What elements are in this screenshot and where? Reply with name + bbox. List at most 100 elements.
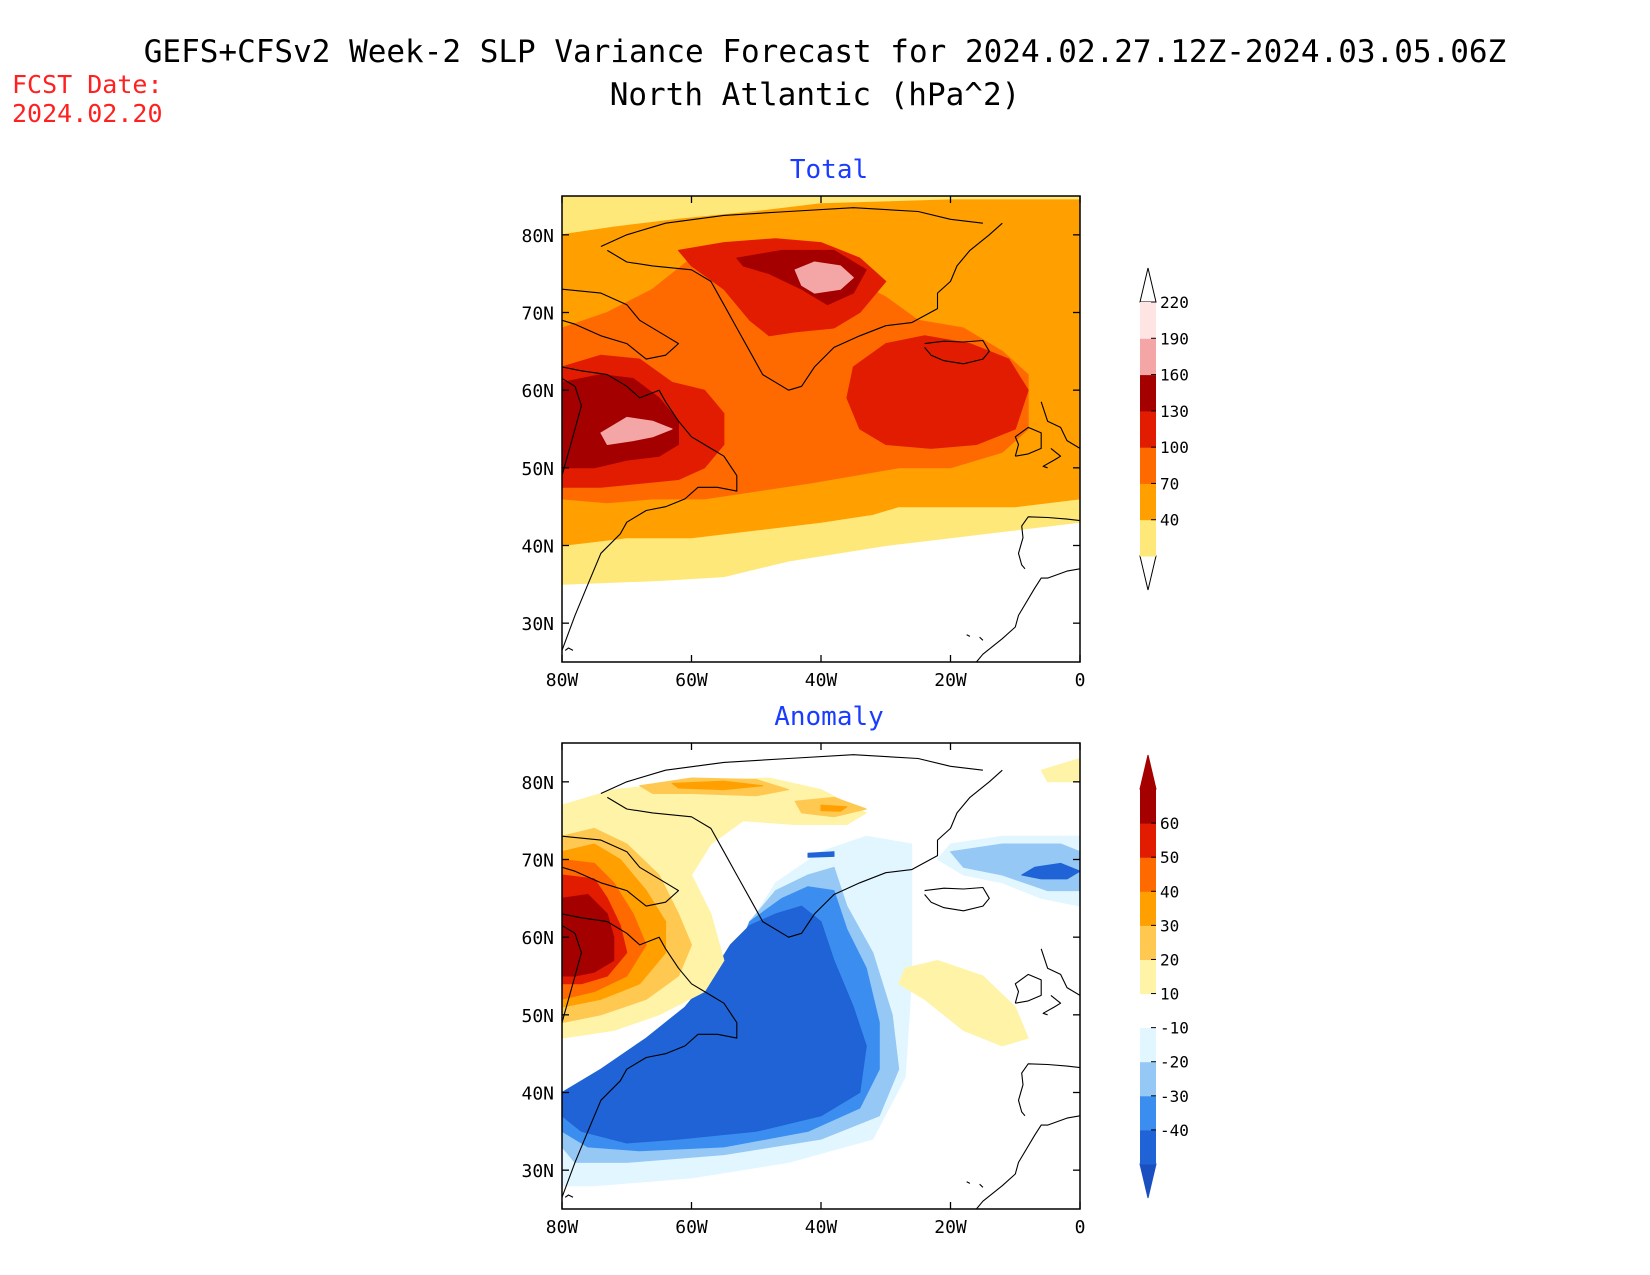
coastline-segment — [1017, 516, 1080, 570]
total-contour-190-region — [794, 261, 854, 294]
total-colorbar-swatch — [1140, 374, 1156, 412]
total-colorbar-label: 130 — [1160, 402, 1189, 421]
anomaly-colorbar-label: -40 — [1160, 1121, 1189, 1140]
lat-tick-label: 60N — [521, 928, 554, 949]
total-colorbar-swatch — [1140, 410, 1156, 448]
lon-tick-label: 40W — [805, 670, 838, 691]
anomaly-contour-10-region — [1040, 758, 1080, 783]
lon-tick-label: 0 — [1075, 1217, 1086, 1238]
anomaly-contour-neg40-region — [807, 851, 835, 858]
anomaly-coastlines — [562, 754, 1080, 1209]
coastline-segment — [966, 634, 971, 637]
anomaly-colorbar-label: 60 — [1160, 814, 1179, 833]
anomaly-colorbar-swatch — [1140, 925, 1156, 960]
total-contour-130-region — [846, 335, 1029, 449]
total-colorbar-high-triangle — [1139, 267, 1157, 303]
coastline-segment — [979, 636, 984, 641]
total-map-panel: Total 30N 40N 50N 60N 70N 80N 80W 60W 40W 20W 0 4… — [521, 155, 1188, 691]
total-colorbar: 40 70 100 130 160 190 220 — [1139, 267, 1189, 591]
anomaly-colorbar-swatch — [1140, 823, 1156, 858]
anomaly-colorbar-swatch — [1140, 891, 1156, 926]
anomaly-colorbar-swatch — [1140, 789, 1156, 824]
coastline-segment — [1040, 401, 1080, 449]
lat-tick-label: 50N — [521, 459, 554, 480]
anomaly-lat-axis: 30N 40N 50N 60N 70N 80N — [521, 773, 1080, 1182]
anomaly-colorbar-swatch — [1140, 1061, 1156, 1097]
anomaly-colorbar-swatch — [1140, 1129, 1156, 1165]
coastline-segment — [600, 207, 983, 248]
lat-tick-label: 40N — [521, 1084, 554, 1105]
anomaly-map-panel: Anomaly 30N 40N 50N 60N 70N 80N 80W 60W 40W 20W 0… — [521, 702, 1188, 1238]
anomaly-colorbar-label: 50 — [1160, 848, 1179, 867]
coastline-segment — [562, 288, 680, 360]
anomaly-lon-axis: 80W 60W 40W 20W 0 — [546, 743, 1086, 1238]
total-colorbar-label: 70 — [1160, 474, 1179, 493]
coastline-segment — [975, 1115, 1080, 1209]
anomaly-colorbar-label: 40 — [1160, 882, 1179, 901]
anomaly-colorbar-label: -20 — [1160, 1053, 1189, 1072]
total-contour-190-region — [600, 416, 673, 445]
lon-tick-label: 20W — [934, 1217, 967, 1238]
coastline-segment — [562, 925, 582, 1023]
total-colorbar-low-triangle — [1139, 555, 1157, 591]
lat-tick-label: 70N — [521, 304, 554, 325]
coastline-segment — [1014, 426, 1042, 457]
anomaly-contour-60-region — [562, 894, 615, 977]
anomaly-colorbar-swatch — [1140, 1027, 1156, 1063]
coastline-segment — [1017, 1063, 1080, 1117]
chart-title-line2: North Atlantic (hPa^2) — [610, 77, 1021, 113]
lat-tick-label: 70N — [521, 851, 554, 872]
total-lon-axis: 80W 60W 40W 20W 0 — [546, 196, 1086, 691]
lon-tick-label: 80W — [546, 670, 579, 691]
lon-tick-label: 60W — [675, 670, 708, 691]
anomaly-colorbar-label: -30 — [1160, 1087, 1189, 1106]
total-colorbar-swatch — [1140, 338, 1156, 376]
anomaly-colorbar-swatch — [1140, 1095, 1156, 1131]
total-colorbar-label: 40 — [1160, 511, 1179, 530]
anomaly-contour-30-region — [820, 804, 848, 812]
lat-tick-label: 30N — [521, 1161, 554, 1182]
anomaly-colorbar-low-triangle — [1139, 1163, 1157, 1199]
total-colorbar-swatch — [1140, 447, 1156, 484]
coastline-segment — [562, 366, 738, 651]
anomaly-colorbar-label: 10 — [1160, 985, 1179, 1004]
fcst-date-value: 2024.02.20 — [12, 99, 163, 128]
lon-tick-label: 40W — [805, 1217, 838, 1238]
coastline-segment — [1040, 948, 1080, 996]
anomaly-colorbar-swatch — [1140, 993, 1156, 1029]
anomaly-colorbar-label: -10 — [1160, 1019, 1189, 1038]
coastline-segment — [600, 754, 983, 795]
lon-tick-label: 80W — [546, 1217, 579, 1238]
total-lat-axis: 30N 40N 50N 60N 70N 80N — [521, 226, 1080, 635]
coastline-segment — [562, 835, 680, 907]
coastline-segment — [1014, 973, 1042, 1004]
coastline-segment — [1042, 447, 1062, 469]
lon-tick-label: 0 — [1075, 670, 1086, 691]
lon-tick-label: 60W — [675, 1217, 708, 1238]
total-colorbar-swatch — [1140, 302, 1156, 339]
coastline-segment — [975, 568, 1080, 662]
coastline-segment — [607, 222, 1003, 391]
anomaly-colorbar: -40 -30 -20 -10 10 20 30 40 50 60 — [1139, 754, 1189, 1199]
anomaly-contour-30-region — [671, 780, 764, 791]
lat-tick-label: 80N — [521, 773, 554, 794]
lat-tick-label: 40N — [521, 537, 554, 558]
coastline-segment — [562, 378, 582, 476]
total-colorbar-label: 160 — [1160, 366, 1189, 385]
anomaly-colorbar-high-triangle — [1139, 754, 1157, 790]
lat-tick-label: 80N — [521, 226, 554, 247]
anomaly-colorbar-label: 20 — [1160, 950, 1179, 969]
coastline-segment — [924, 339, 990, 365]
total-colorbar-label: 100 — [1160, 438, 1189, 457]
coastline-segment — [966, 1181, 971, 1184]
anomaly-contour-fills — [562, 758, 1080, 1187]
total-contour-fills — [562, 196, 1080, 585]
coastline-segment — [562, 913, 738, 1198]
anomaly-contour-10-region — [898, 960, 1029, 1047]
lon-tick-label: 20W — [934, 670, 967, 691]
coastline-segment — [924, 886, 990, 912]
total-colorbar-label: 190 — [1160, 329, 1189, 348]
chart-title-line1: GEFS+CFSv2 Week-2 SLP Variance Forecast … — [144, 34, 1506, 70]
coastline-segment — [564, 647, 574, 651]
total-coastlines — [562, 207, 1080, 662]
